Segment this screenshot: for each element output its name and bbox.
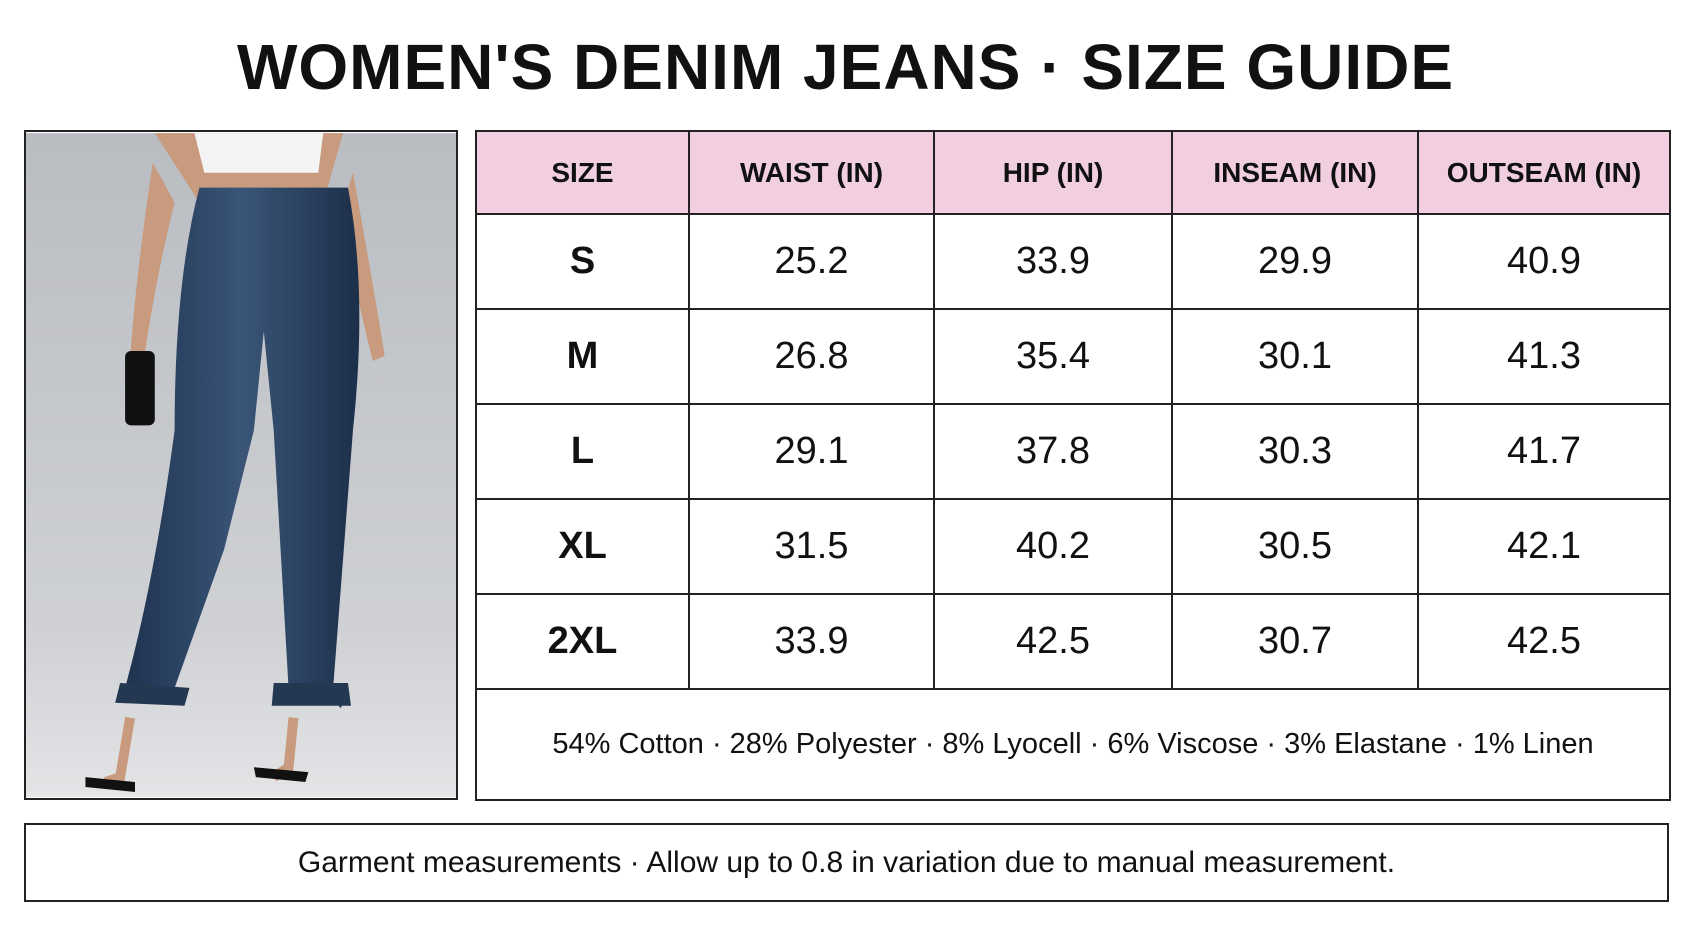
size-cell: 2XL [475,593,690,690]
measurement-cell: 40.2 [933,498,1173,595]
footer-note: Garment measurements · Allow up to 0.8 i… [24,823,1669,902]
measurement-cell: 41.3 [1417,308,1671,405]
size-cell: XL [475,498,690,595]
size-row: S 25.2 33.9 29.9 40.9 [475,213,1671,310]
measurement-cell: 42.1 [1417,498,1671,595]
measurement-cell: 33.9 [688,593,935,690]
size-row: M 26.8 35.4 30.1 41.3 [475,308,1671,405]
measurement-cell: 42.5 [1417,593,1671,690]
measurement-cell: 29.9 [1171,213,1419,310]
measurement-cell: 31.5 [688,498,935,595]
measurement-cell: 40.9 [1417,213,1671,310]
size-row: XL 31.5 40.2 30.5 42.1 [475,498,1671,595]
measurement-cell: 25.2 [688,213,935,310]
size-table: SIZE WAIST (IN) HIP (IN) INSEAM (IN) OUTSEAM… [475,130,1671,801]
measurement-cell: 30.5 [1171,498,1419,595]
product-photo [24,130,458,800]
size-cell: S [475,213,690,310]
measurement-cell: 37.8 [933,403,1173,500]
header-cell: HIP (IN) [933,130,1173,215]
measurement-cell: 35.4 [933,308,1173,405]
size-cell: M [475,308,690,405]
size-cell: L [475,403,690,500]
measurement-cell: 30.3 [1171,403,1419,500]
measurement-cell: 29.1 [688,403,935,500]
measurement-cell: 42.5 [933,593,1173,690]
measurement-cell: 26.8 [688,308,935,405]
table-body: SIZE WAIST (IN) HIP (IN) INSEAM (IN) OUTSEAM… [475,130,1671,801]
header-cell: WAIST (IN) [688,130,935,215]
composition-row: 54% Cotton · 28% Polyester · 8% Lyocell … [475,688,1671,801]
header-cell: INSEAM (IN) [1171,130,1419,215]
measurement-cell: 30.1 [1171,308,1419,405]
measurement-cell: 30.7 [1171,593,1419,690]
header-cell: SIZE [475,130,690,215]
header-cell: OUTSEAM (IN) [1417,130,1671,215]
title: WOMEN'S DENIM JEANS · SIZE GUIDE [236,31,1455,103]
measurement-cell: 33.9 [933,213,1173,310]
measurement-cell: 41.7 [1417,403,1671,500]
composition: 54% Cotton · 28% Polyester · 8% Lyocell … [475,688,1671,801]
size-row: L 29.1 37.8 30.3 41.7 [475,403,1671,500]
size-row: 2XL 33.9 42.5 30.7 42.5 [475,593,1671,690]
header-row: SIZE WAIST (IN) HIP (IN) INSEAM (IN) OUTSEAM… [475,130,1671,215]
